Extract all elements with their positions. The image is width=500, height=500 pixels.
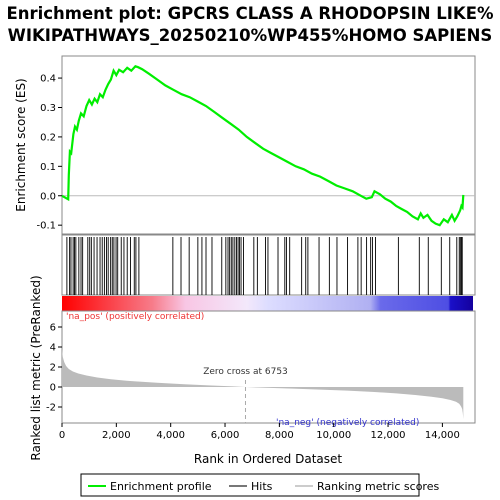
x-tick-label: 2,000 — [102, 430, 131, 441]
es-y-tick-label: 0.0 — [40, 191, 56, 202]
negative-correlation-label: 'na_neg' (negatively correlated) — [276, 418, 419, 428]
metric-y-tick-label: 0 — [50, 383, 56, 394]
metric-panel-frame — [61, 310, 476, 424]
x-tick-label: 0 — [59, 430, 65, 441]
es-y-tick-label: 0.1 — [40, 162, 56, 173]
x-tick-label: 10,000 — [316, 430, 351, 441]
zero-cross-annotation: Zero cross at 6753 — [203, 367, 288, 377]
ranking-metric-area — [62, 349, 464, 419]
hits-markers — [66, 237, 463, 295]
x-tick-label: 6,000 — [211, 430, 240, 441]
es-y-tick-label: 0.4 — [40, 74, 56, 85]
es-y-axis: -0.1 0.0 0.1 0.2 0.3 0.4 — [36, 74, 62, 232]
x-tick-label: 12,000 — [371, 430, 406, 441]
legend-hits: Hits — [251, 480, 273, 493]
x-tick-label: 8,000 — [265, 430, 294, 441]
plot-title-line-1: Enrichment plot: GPCRS CLASS A RHODOPSIN… — [6, 4, 494, 23]
rank-color-bar — [62, 296, 473, 311]
es-y-axis-label: Enrichment score (ES) — [14, 78, 28, 211]
es-y-tick-label: 0.2 — [40, 132, 56, 143]
legend: Enrichment profile Hits Ranking metric s… — [80, 473, 439, 497]
legend-box — [80, 473, 420, 497]
legend-enrichment-profile: Enrichment profile — [110, 480, 212, 493]
metric-y-axis-label: Ranked list metric (PreRanked) — [29, 275, 43, 460]
metric-y-axis: -2 0 2 4 6 — [46, 323, 62, 414]
es-y-tick-label: -0.1 — [36, 221, 56, 232]
metric-y-tick-label: 2 — [50, 363, 56, 374]
x-tick-label: 4,000 — [156, 430, 185, 441]
plot-title-line-2: WIKIPATHWAYS_20250210%WP455%HOMO SAPIENS — [8, 26, 493, 45]
metric-y-tick-label: 4 — [50, 343, 56, 354]
es-y-tick-label: 0.3 — [40, 103, 56, 114]
x-axis: 0 2,000 4,000 6,000 8,000 10,000 12,000 14,000 — [59, 423, 460, 441]
legend-ranking-metric-scores: Ranking metric scores — [317, 480, 439, 493]
x-axis-label: Rank in Ordered Dataset — [194, 452, 342, 466]
x-tick-label: 14,000 — [425, 430, 460, 441]
enrichment-profile-line — [61, 65, 465, 227]
positive-correlation-label: 'na_pos' (positively correlated) — [66, 312, 204, 322]
metric-y-tick-label: 6 — [50, 323, 56, 334]
metric-y-tick-label: -2 — [46, 403, 56, 414]
es-panel-frame — [61, 55, 476, 235]
